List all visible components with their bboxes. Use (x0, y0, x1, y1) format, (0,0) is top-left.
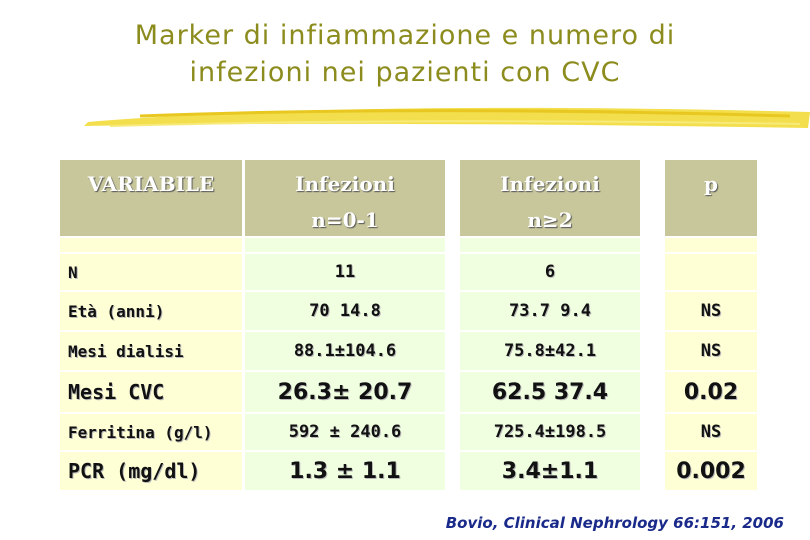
header-text: Infezioni (500, 172, 600, 196)
spacer-cell (460, 238, 640, 252)
table-cell: 592 ± 240.6 (245, 414, 445, 450)
header-cell: Infezioni n=0-1 (245, 160, 445, 236)
table-cell: 3.4±1.1 (460, 452, 640, 490)
header-text: n≥2 (527, 208, 573, 232)
table-cell: 88.1±104.6 (245, 332, 445, 370)
header-text: VARIABILE (87, 172, 215, 196)
table-cell: Età (anni) (60, 292, 242, 330)
table-cell: PCR (mg/dl) (60, 452, 242, 490)
table-cell: 725.4±198.5 (460, 414, 640, 450)
header-cell: Infezioni n≥2 (460, 160, 640, 236)
table-cell: 11 (245, 254, 445, 290)
table-cell: Ferritina (g/l) (60, 414, 242, 450)
table-cell: 70 14.8 (245, 292, 445, 330)
spacer-cell (665, 238, 757, 252)
table-cell: N (60, 254, 242, 290)
title-line: infezioni nei pazienti con CVC (189, 57, 621, 88)
table-cell: 0.02 (665, 372, 757, 412)
table-cell: 73.7 9.4 (460, 292, 640, 330)
header-text: n=0-1 (311, 208, 379, 232)
table-cell: NS (665, 414, 757, 450)
spacer-cell (60, 238, 242, 252)
table-cell: 62.5 37.4 (460, 372, 640, 412)
table-cell: 26.3± 20.7 (245, 372, 445, 412)
table-cell: Mesi CVC (60, 372, 242, 412)
table-cell: NS (665, 292, 757, 330)
header-text: p (704, 172, 718, 196)
citation: Bovio, Clinical Nephrology 66:151, 2006 (445, 514, 784, 532)
header-cell: VARIABILE (60, 160, 242, 236)
table-cell: 0.002 (665, 452, 757, 490)
table-cell: 75.8±42.1 (460, 332, 640, 370)
table-cell: Mesi dialisi (60, 332, 242, 370)
table-cell: 1.3 ± 1.1 (245, 452, 445, 490)
title-line: Marker di infiammazione e numero di (134, 20, 676, 51)
table-cell: NS (665, 332, 757, 370)
header-text: Infezioni (295, 172, 395, 196)
table-cell: 6 (460, 254, 640, 290)
spacer-cell (245, 238, 445, 252)
header-cell: p (665, 160, 757, 236)
table-cell (665, 254, 757, 290)
